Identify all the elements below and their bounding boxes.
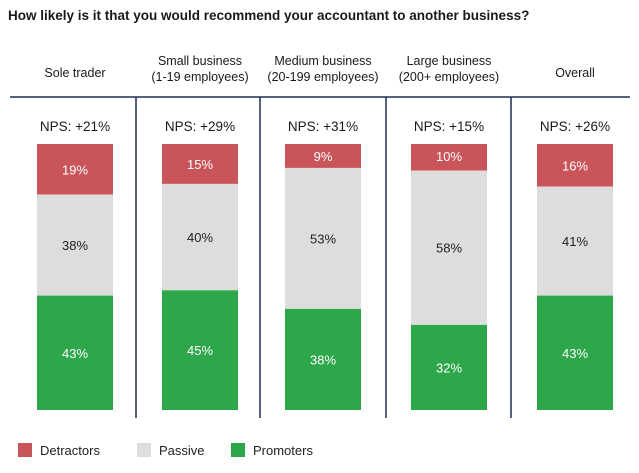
data-label: 19% bbox=[62, 162, 88, 177]
legend-swatch bbox=[231, 443, 245, 457]
bar-segment-detractors bbox=[37, 144, 113, 195]
bar-segment-detractors bbox=[285, 144, 361, 168]
legend-swatch bbox=[18, 443, 32, 457]
data-label: 58% bbox=[436, 241, 462, 256]
data-label: 43% bbox=[62, 346, 88, 361]
category-label: Medium business bbox=[274, 54, 371, 68]
bar-segment-promoters bbox=[37, 295, 113, 410]
category-label: Large business bbox=[407, 54, 492, 68]
nps-label: NPS: +29% bbox=[165, 119, 235, 134]
bar-segment-promoters bbox=[411, 324, 487, 410]
category-label: (20-199 employees) bbox=[267, 70, 378, 84]
category-label: (200+ employees) bbox=[399, 70, 499, 84]
bar-segment-detractors bbox=[162, 144, 238, 184]
data-label: 38% bbox=[310, 352, 336, 367]
bar-segment-promoters bbox=[162, 290, 238, 410]
chart-title: How likely is it that you would recommen… bbox=[8, 8, 530, 23]
bar-segment-passive bbox=[411, 170, 487, 325]
bar-segment-promoters bbox=[285, 308, 361, 410]
bar-segment-passive bbox=[537, 186, 613, 296]
data-label: 45% bbox=[187, 343, 213, 358]
category-label: (1-19 employees) bbox=[151, 70, 248, 84]
data-label: 41% bbox=[562, 234, 588, 249]
nps-label: NPS: +15% bbox=[414, 119, 484, 134]
data-label: 15% bbox=[187, 157, 213, 172]
data-label: 38% bbox=[62, 238, 88, 253]
bar-segment-detractors bbox=[411, 144, 487, 171]
legend-label: Detractors bbox=[40, 443, 100, 458]
data-label: 16% bbox=[562, 158, 588, 173]
bar-segment-passive bbox=[37, 194, 113, 296]
legend-label: Promoters bbox=[253, 443, 313, 458]
category-label: Small business bbox=[158, 54, 242, 68]
category-label: Overall bbox=[555, 66, 595, 80]
data-label: 53% bbox=[310, 231, 336, 246]
nps-label: NPS: +21% bbox=[40, 119, 110, 134]
nps-label: NPS: +26% bbox=[540, 119, 610, 134]
legend-swatch bbox=[137, 443, 151, 457]
legend-label: Passive bbox=[159, 443, 205, 458]
data-label: 40% bbox=[187, 230, 213, 245]
nps-label: NPS: +31% bbox=[288, 119, 358, 134]
bar-segment-promoters bbox=[537, 295, 613, 410]
data-label: 43% bbox=[562, 346, 588, 361]
data-label: 9% bbox=[314, 149, 333, 164]
bar-segment-detractors bbox=[537, 144, 613, 187]
data-label: 32% bbox=[436, 360, 462, 375]
bar-segment-passive bbox=[162, 183, 238, 291]
data-label: 10% bbox=[436, 149, 462, 164]
category-label: Sole trader bbox=[44, 66, 105, 80]
bar-segment-passive bbox=[285, 167, 361, 309]
